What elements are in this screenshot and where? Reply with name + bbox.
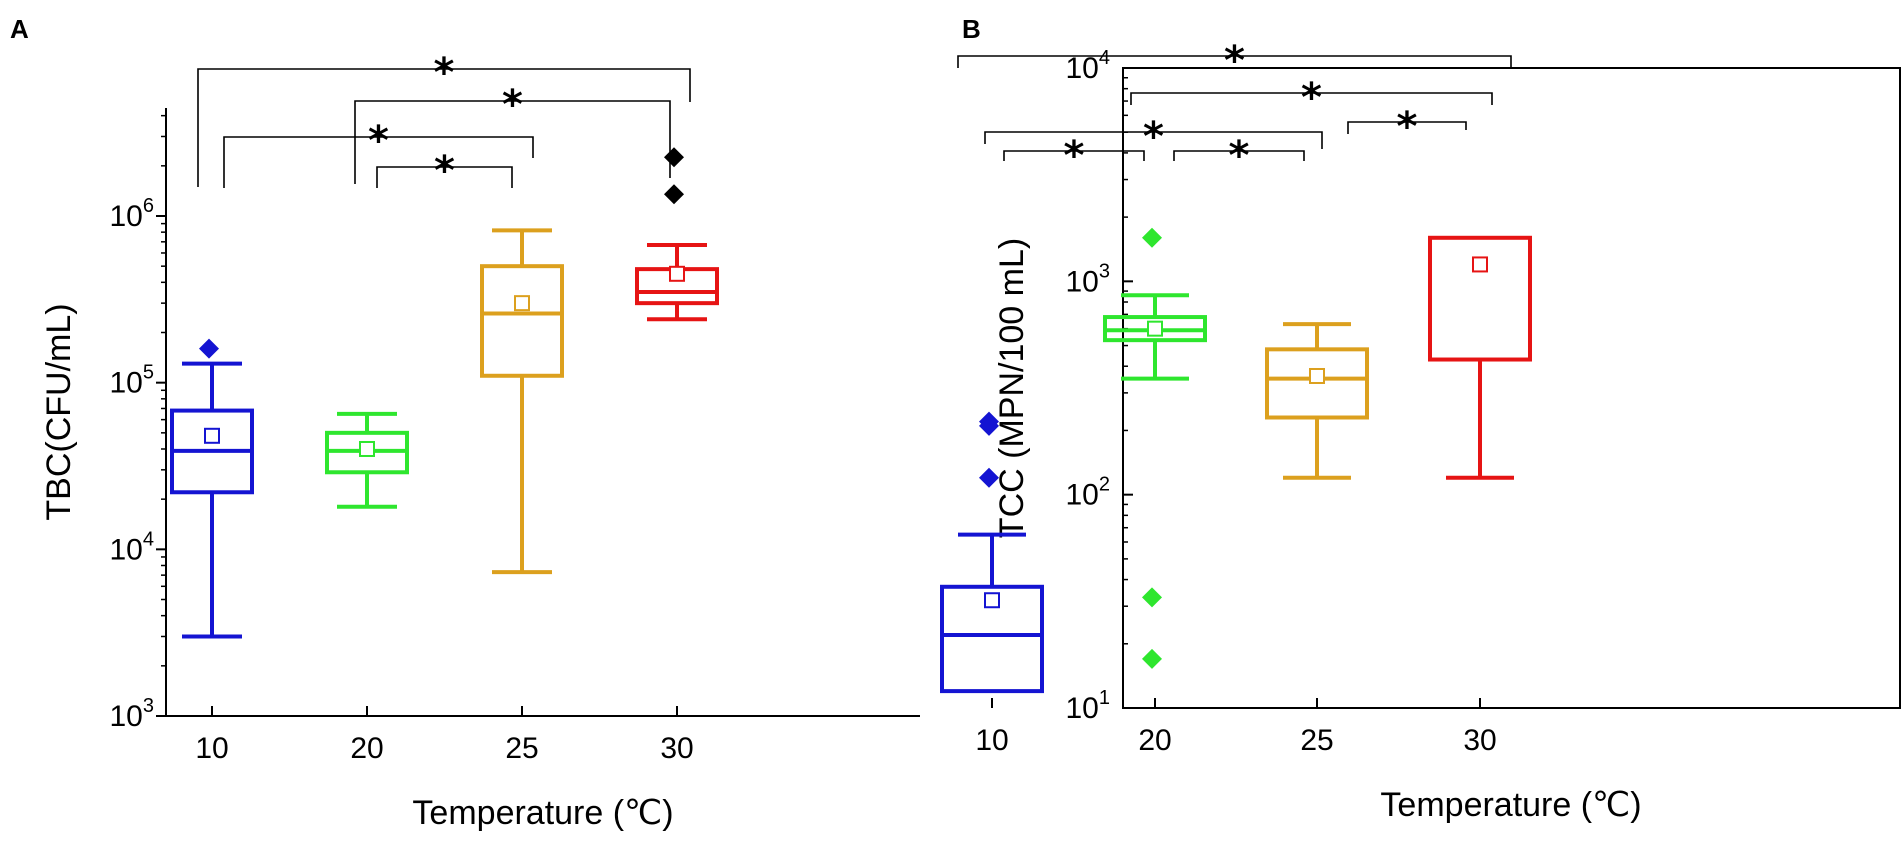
significance-star: * [1064,133,1085,179]
panel-a-y-title: TBC(CFU/mL) [40,303,78,520]
sig-bracket-10-25: * [223,118,534,188]
y-tick-label: 103 [110,695,155,733]
sig-bracket-10-30: * [957,38,1512,84]
significance-star: * [434,148,455,194]
panel-b-letter: B [962,14,981,44]
mean-marker [1147,320,1163,337]
panel-b-boxes [940,227,1532,694]
x-tick-label: 25 [505,732,538,765]
x-tick-label: 20 [1138,724,1171,757]
mean-marker [359,440,375,457]
box-30 [1428,235,1532,480]
mean-marker [669,265,685,282]
bracket-line [223,136,534,188]
sig-bracket-10-25: * [984,114,1323,160]
x-tick-label: 10 [975,724,1008,757]
y-tick-label: 103 [1066,260,1111,298]
significance-star: * [1301,75,1322,121]
outlier-point [979,411,999,432]
mean-marker [1472,256,1488,273]
mean-marker [1309,367,1325,384]
mean-marker [204,427,220,444]
sig-bracket-10-20: * [1003,133,1145,179]
significance-star: * [1229,133,1250,179]
panel-b-x-ticks: 10 20 25 30 [975,698,1497,757]
y-tick-label: 104 [110,528,155,566]
x-tick-label: 25 [1300,724,1333,757]
box-iqr [940,584,1044,694]
outlier-point [199,338,219,359]
significance-star: * [1143,114,1164,160]
sig-bracket-20-25: * [376,148,513,194]
panel-b-x-title: Temperature (℃) [1380,786,1641,824]
y-tick-label: 105 [110,362,155,400]
panel-b-y-ticks: 101 102 103 104 [1066,47,1133,725]
bracket-line [354,100,671,184]
y-tick-label: 102 [1066,474,1111,512]
mean-marker [984,592,1000,609]
significance-star: * [1224,38,1245,84]
panel-b: B TCC (MPN/100 mL) Temperature (℃) 10110… [940,14,1901,824]
sig-bracket-20-30: * [354,82,671,184]
outlier-point [1142,587,1162,608]
panel-b-y-title: TCC (MPN/100 mL) [993,238,1031,538]
bracket-line [1130,92,1493,105]
significance-star: * [502,82,523,128]
bracket-line [1003,150,1145,161]
outlier-point [664,147,684,168]
box-iqr [1428,235,1532,362]
y-tick-label: 104 [1066,47,1111,85]
sig-bracket-10-30: * [197,50,691,187]
bracket-line [1347,121,1467,134]
significance-star: * [368,118,389,164]
outlier-point [1142,227,1162,248]
panel-a-boxes [170,147,719,639]
x-tick-label: 10 [195,732,228,765]
bracket-line [197,68,691,187]
box-25 [1265,322,1369,480]
bracket-line [376,166,513,188]
box-30 [635,147,719,322]
box-iqr [1265,347,1369,420]
significance-star: * [434,50,455,96]
significance-star: * [1397,104,1418,150]
panel-a-x-title: Temperature (℃) [412,794,673,832]
x-tick-label: 30 [1463,724,1496,757]
mean-marker [514,295,530,312]
sig-bracket-20-25: * [1173,133,1305,179]
panel-a-letter: A [10,14,29,44]
box-10 [170,338,254,639]
y-tick-label: 106 [110,195,155,233]
panel-a: A TBC(CFU/mL) Temperature (℃) 1031041051… [10,14,920,832]
box-10 [940,411,1044,694]
sig-bracket-20-30: * [1130,75,1493,121]
outlier-point [664,184,684,205]
outlier-point [979,467,999,488]
outlier-point [1142,648,1162,669]
panel-a-y-ticks: 103 104 105 106 [110,114,166,733]
panel-b-significance: * * * * * * [957,38,1512,179]
box-20 [325,411,409,509]
x-tick-label: 20 [350,732,383,765]
bracket-line [984,131,1323,149]
box-20 [1103,227,1207,669]
box-25 [480,228,564,575]
sig-bracket-25-30: * [1347,104,1467,150]
box-iqr [480,264,564,378]
x-tick-label: 30 [660,732,693,765]
panel-a-significance: * * * * [197,50,691,194]
panel-a-x-ticks: 10 20 25 30 [195,706,694,765]
bracket-line [1173,150,1305,161]
bracket-line [957,55,1512,68]
y-tick-label: 101 [1066,687,1111,725]
